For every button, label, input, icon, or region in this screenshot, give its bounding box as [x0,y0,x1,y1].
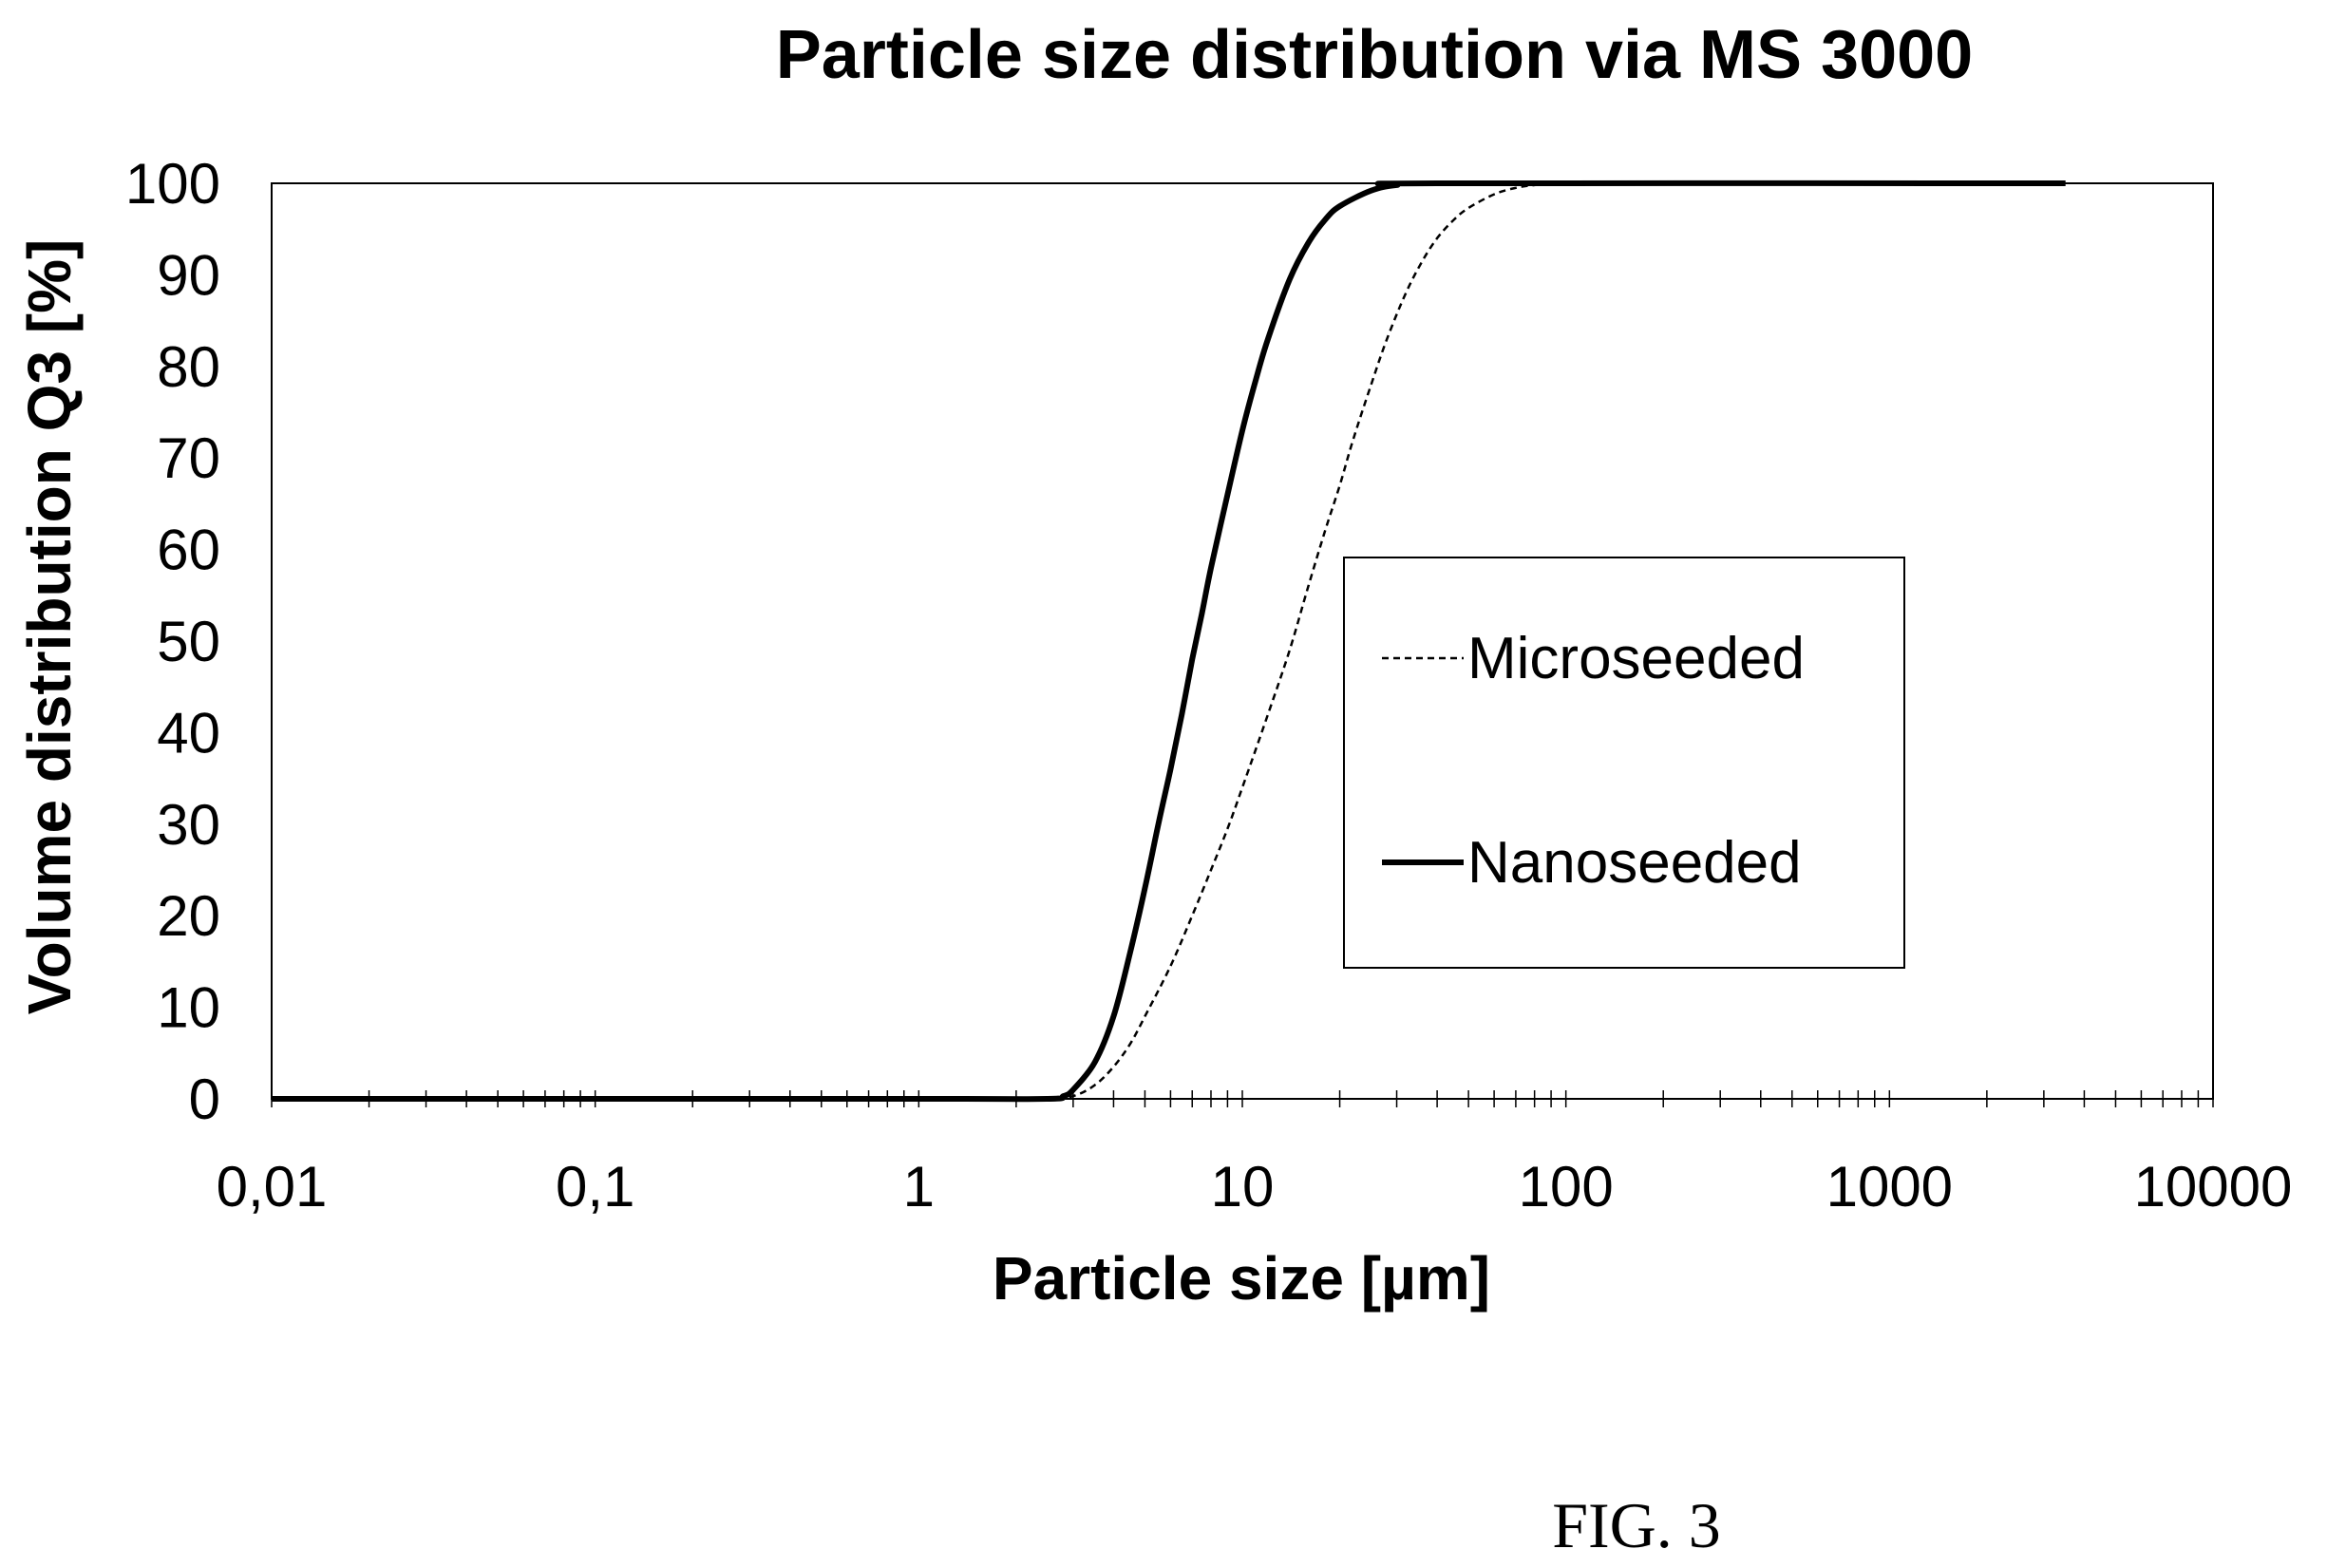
x-tick-label: 0,1 [556,1155,634,1219]
x-tick-label: 100 [1519,1155,1614,1219]
x-tick-label: 10000 [2134,1155,2293,1219]
y-axis-title: Volume distribution Q3 [%] [15,239,84,1015]
x-tick-label: 0,01 [217,1155,328,1219]
y-tick-label: 30 [157,793,220,857]
legend-label-microseeded: Microseeded [1467,626,1805,691]
y-tick-label: 50 [157,610,220,673]
y-tick-label: 90 [157,243,220,307]
x-axis-title: Particle size [µm] [993,1244,1490,1313]
legend: Microseeded Nanoseeded [1343,557,1905,969]
series-lines [272,179,2066,1103]
y-tick-labels: 0 10 20 30 40 50 60 70 80 90 100 [125,152,220,1131]
x-tick-labels: 0,01 0,1 1 10 100 1000 10000 [217,1155,2293,1219]
y-tick-label: 80 [157,335,220,399]
figure-label: FIG. 3 [1552,1489,1721,1561]
x-tick-label: 1 [903,1155,935,1219]
legend-box [1343,557,1905,969]
y-tick-label: 40 [157,701,220,765]
y-tick-label: 60 [157,519,220,582]
y-tick-label: 10 [157,976,220,1040]
chart-title: Particle size distribution via MS 3000 [776,17,1973,93]
legend-label-nanoseeded: Nanoseeded [1467,830,1802,896]
y-tick-label: 0 [189,1067,220,1131]
x-tick-label: 1000 [1826,1155,1953,1219]
series-line-nanoseeded [272,179,2066,1103]
x-tick-label: 10 [1211,1155,1275,1219]
series-line-microseeded [272,181,2066,1101]
y-tick-label: 20 [157,884,220,948]
y-tick-label: 70 [157,426,220,490]
y-tick-label: 100 [125,152,220,216]
